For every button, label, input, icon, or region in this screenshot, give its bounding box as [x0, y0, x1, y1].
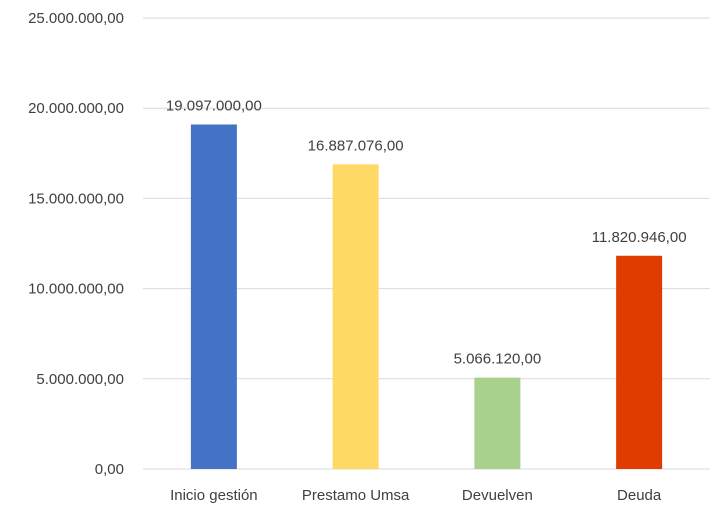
y-tick-label: 0,00	[95, 461, 124, 478]
data-label: 19.097.000,00	[166, 97, 262, 114]
data-label: 5.066.120,00	[454, 351, 542, 368]
x-axis-category-labels: Inicio gestión Prestamo Umsa Devuelven Deud…	[170, 487, 662, 504]
category-label: Devuelven	[462, 487, 533, 504]
y-axis-tick-labels: 0,00 5.000.000,00 10.000.000,00 15.000.000,…	[28, 10, 124, 478]
gridlines	[143, 17, 710, 470]
y-tick-label: 20.000.000,00	[28, 100, 124, 117]
y-tick-label: 15.000.000,00	[28, 190, 124, 207]
bar	[616, 255, 663, 469]
data-label: 11.820.946,00	[592, 229, 687, 246]
data-labels: 19.097.000,00 16.887.076,00 5.066.120,00 11…	[166, 97, 687, 367]
y-tick-label: 10.000.000,00	[28, 281, 124, 298]
bar	[474, 377, 521, 469]
data-label: 16.887.076,00	[308, 137, 404, 154]
y-tick-label: 5.000.000,00	[36, 371, 124, 388]
category-label: Deuda	[617, 487, 662, 504]
y-tick-label: 25.000.000,00	[28, 10, 124, 27]
category-label: Inicio gestión	[170, 487, 258, 504]
bar	[190, 124, 237, 470]
bar	[332, 164, 379, 469]
bars	[190, 124, 663, 470]
category-label: Prestamo Umsa	[302, 487, 410, 504]
